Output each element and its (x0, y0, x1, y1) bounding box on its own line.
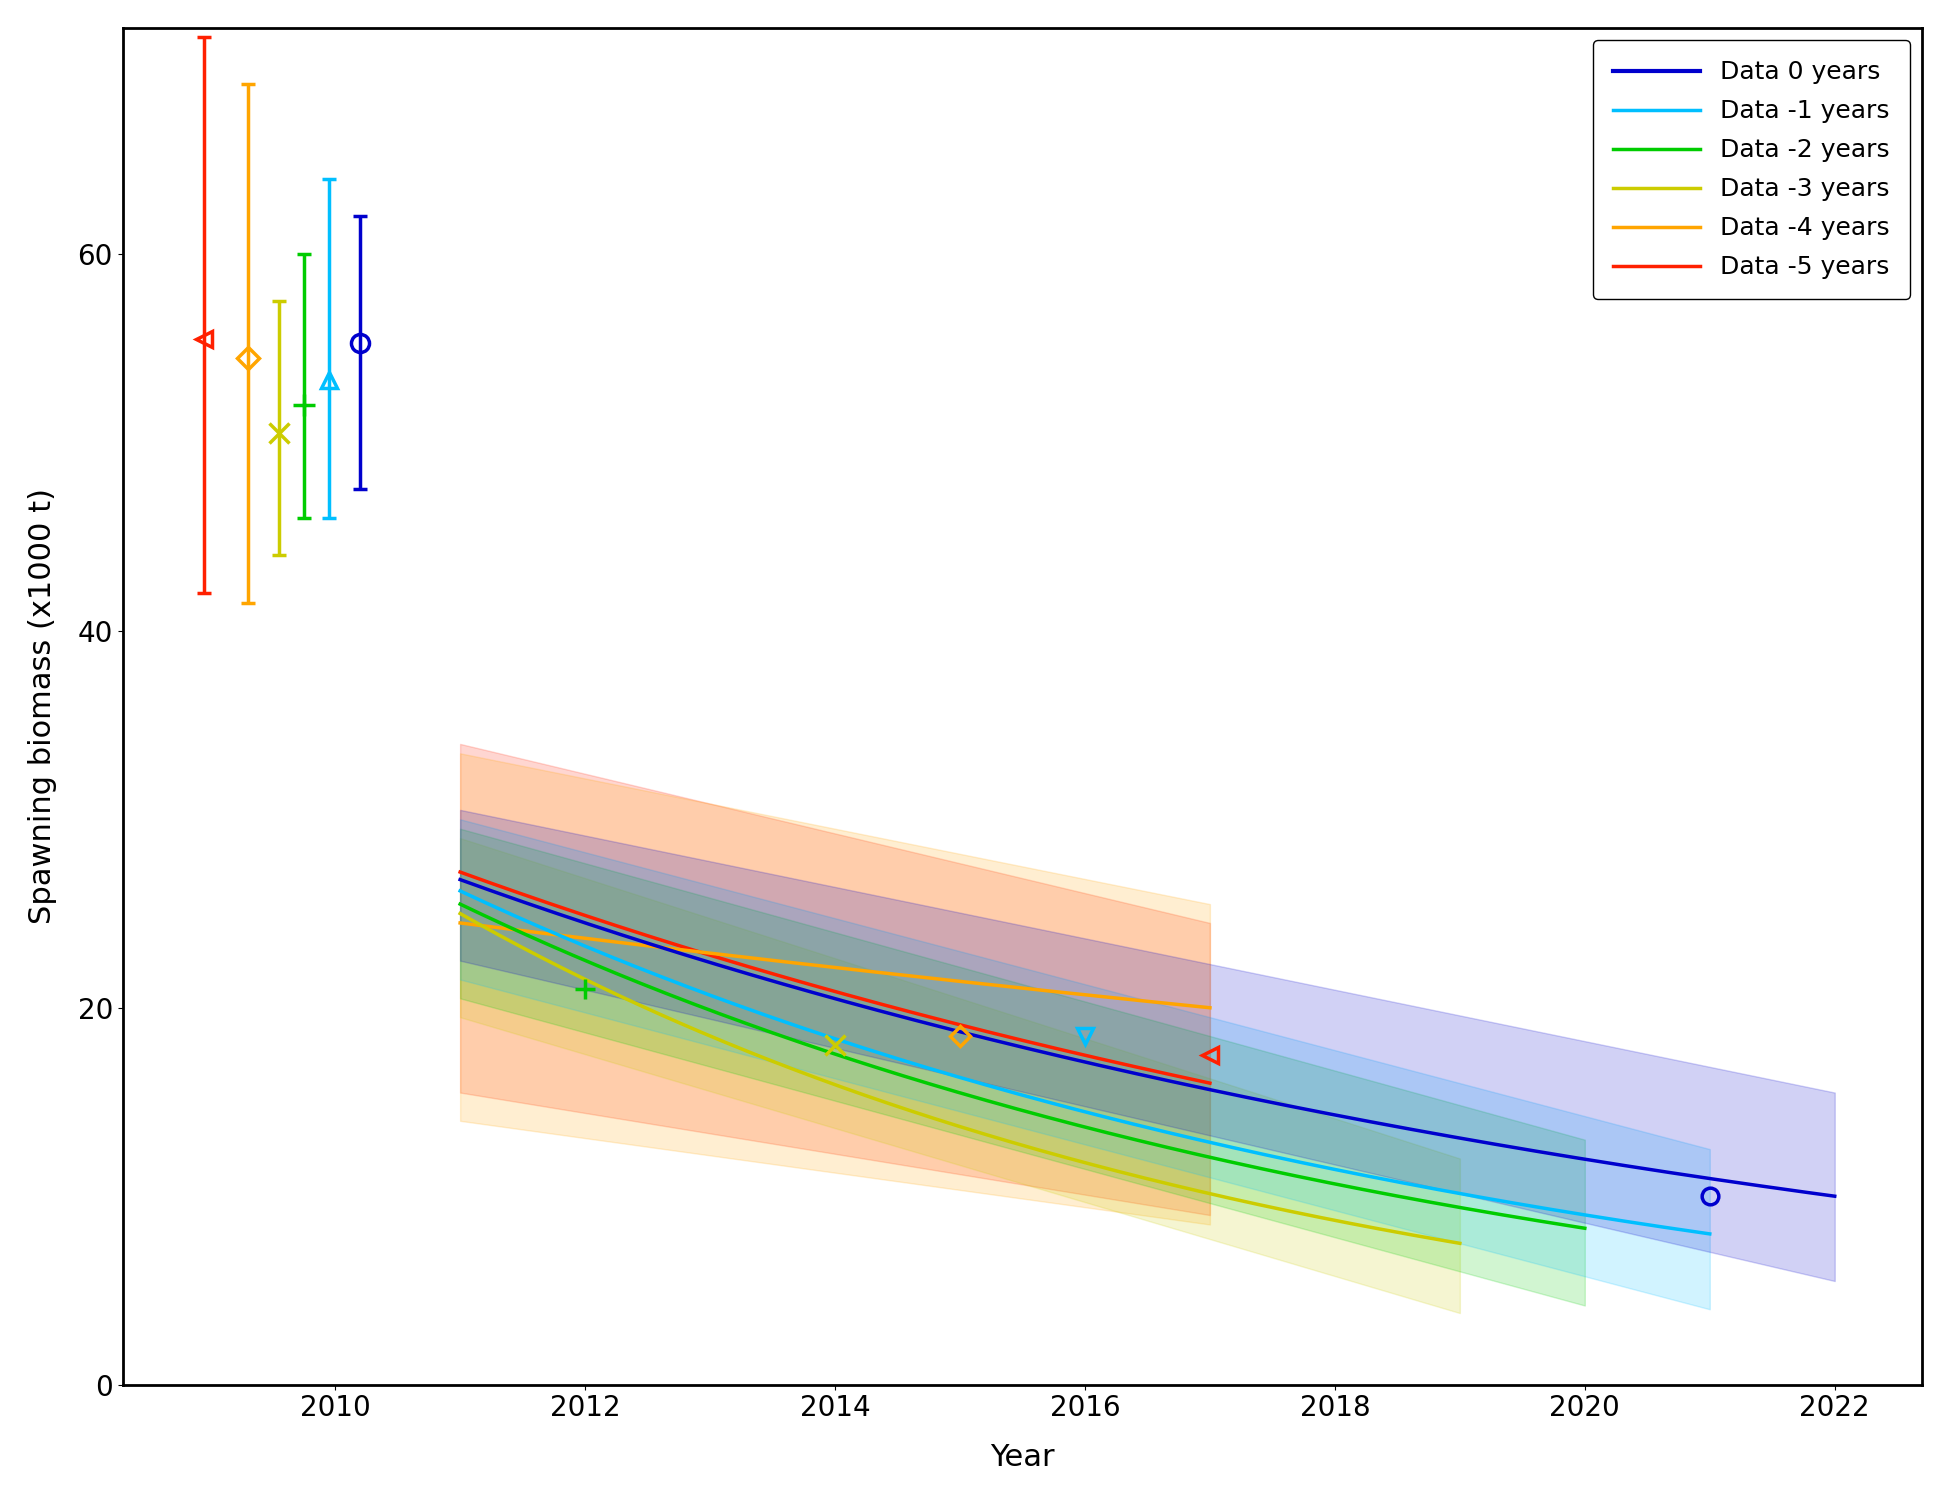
X-axis label: Year: Year (991, 1443, 1055, 1472)
Legend: Data 0 years, Data -1 years, Data -2 years, Data -3 years, Data -4 years, Data -: Data 0 years, Data -1 years, Data -2 yea… (1593, 40, 1909, 300)
Y-axis label: Spawning biomass (x1000 t): Spawning biomass (x1000 t) (27, 488, 57, 924)
